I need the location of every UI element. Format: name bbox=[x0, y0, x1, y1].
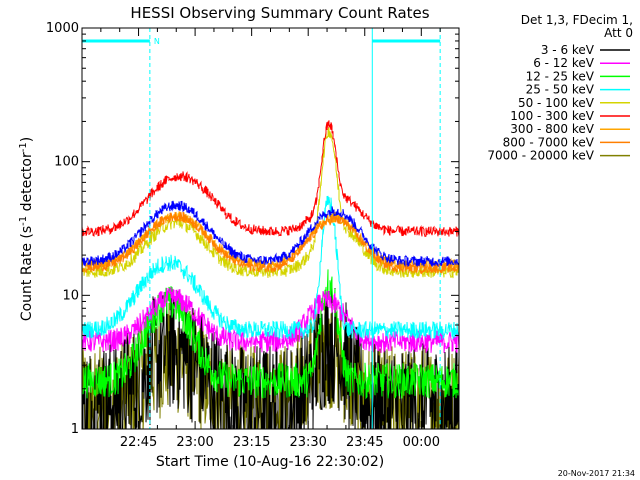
series-line-50-100-kev bbox=[82, 126, 459, 279]
legend-label: 100 - 300 keV bbox=[510, 109, 594, 123]
plot-area: N bbox=[81, 27, 460, 430]
x-tick-label: 23:00 bbox=[176, 435, 213, 450]
annotation-layer: N bbox=[82, 28, 441, 429]
series-layer bbox=[82, 120, 459, 429]
x-tick-label: 22:45 bbox=[120, 435, 157, 450]
x-axis-label: Start Time (10-Aug-16 22:30:02) bbox=[156, 454, 384, 470]
legend-label: 50 - 100 keV bbox=[518, 96, 595, 110]
footer-date: 20-Nov-2017 21:34 bbox=[558, 469, 635, 478]
series-line-12-25-kev bbox=[82, 269, 459, 400]
legend-label: 800 - 7000 keV bbox=[503, 135, 595, 149]
series-line-3-6-kev bbox=[82, 284, 459, 429]
y-tick-label: 100 bbox=[54, 155, 79, 170]
series-line-25-50-kev bbox=[82, 195, 459, 340]
y-tick-label: 1 bbox=[71, 422, 79, 437]
series-line-6-12-kev bbox=[82, 287, 459, 354]
y-axis: 1 10 100 1000 bbox=[46, 21, 459, 437]
legend-label: 25 - 50 keV bbox=[526, 83, 595, 97]
x-tick-label: 23:30 bbox=[289, 435, 326, 450]
y-tick-label: 10 bbox=[62, 288, 79, 303]
x-tick-label: 00:00 bbox=[403, 435, 440, 450]
legend-label: 7000 - 20000 keV bbox=[487, 149, 594, 163]
night-marker-label: N bbox=[154, 37, 160, 46]
series-line-800-7000-kev bbox=[82, 211, 459, 275]
legend-header-line1: Det 1,3, FDecim 1, bbox=[521, 13, 633, 27]
x-tick-label: 23:45 bbox=[346, 435, 383, 450]
chart-title: HESSI Observing Summary Count Rates bbox=[130, 4, 429, 22]
legend-label: 3 - 6 keV bbox=[541, 43, 595, 57]
x-tick-label: 23:15 bbox=[233, 435, 270, 450]
y-axis-label: Count Rate (s-1 detector-1) bbox=[18, 137, 35, 321]
legend-label: 300 - 800 keV bbox=[510, 122, 594, 136]
x-axis: 22:45 23:00 23:15 23:30 23:45 00:00 bbox=[100, 28, 460, 450]
series-line-100-300-kev bbox=[82, 120, 459, 238]
y-tick-label: 1000 bbox=[46, 21, 79, 36]
legend-label: 12 - 25 keV bbox=[526, 69, 595, 83]
series-line-blue bbox=[82, 200, 459, 268]
legend-header-line2: Att 0 bbox=[604, 26, 633, 40]
legend-label: 6 - 12 keV bbox=[533, 56, 595, 70]
